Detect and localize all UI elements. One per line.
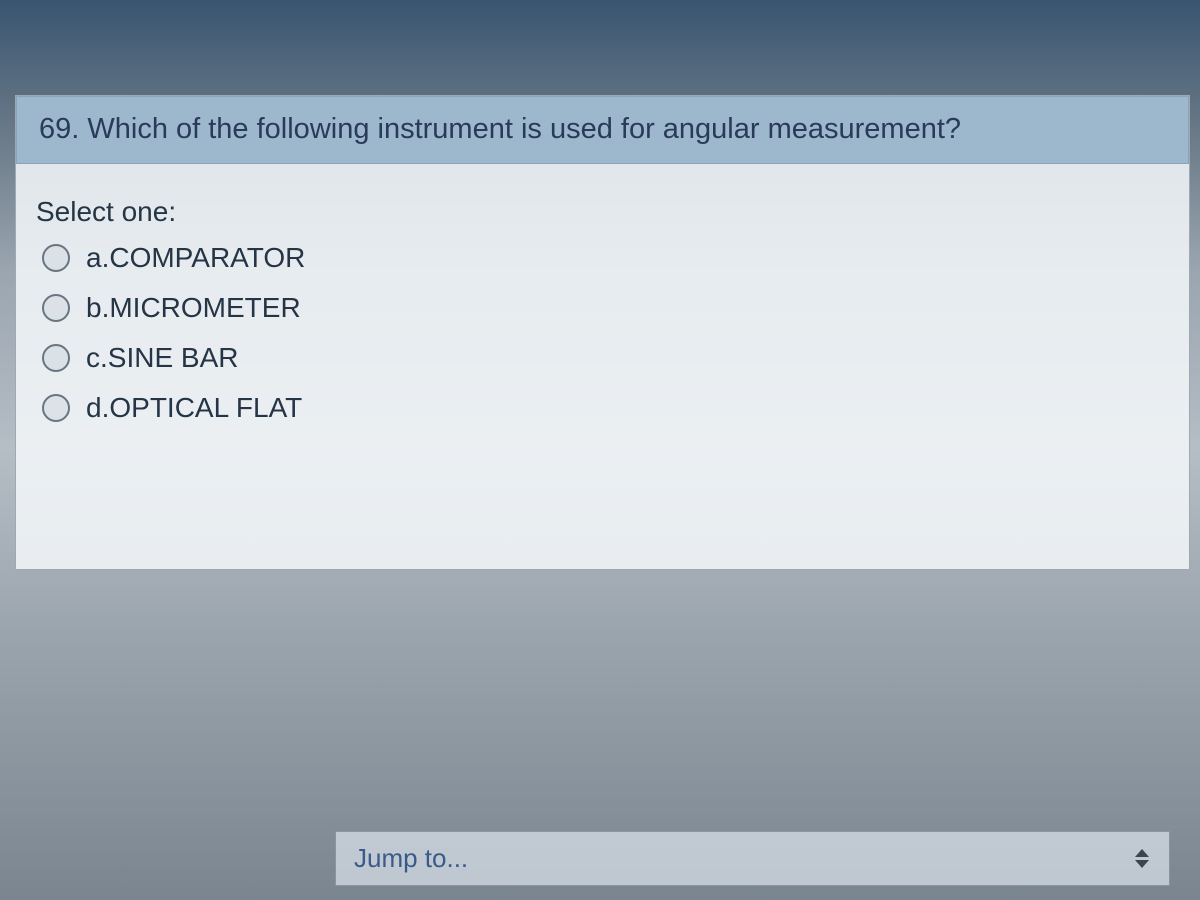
option-label-b[interactable]: b.MICROMETER (86, 292, 301, 324)
radio-option-c[interactable] (42, 344, 70, 372)
option-text-b: MICROMETER (109, 292, 300, 323)
option-label-a[interactable]: a.COMPARATOR (86, 242, 305, 274)
option-text-d: OPTICAL FLAT (109, 392, 302, 423)
chevron-down-icon (1135, 860, 1149, 868)
option-prefix-b: b. (86, 292, 109, 323)
option-label-d[interactable]: d.OPTICAL FLAT (86, 392, 302, 424)
option-row-b: b.MICROMETER (36, 292, 1169, 324)
sort-icon (1133, 848, 1151, 870)
jump-to-dropdown[interactable]: Jump to... (335, 831, 1170, 886)
select-one-label: Select one: (36, 196, 1169, 228)
option-label-c[interactable]: c.SINE BAR (86, 342, 238, 374)
option-prefix-a: a. (86, 242, 109, 273)
jump-to-label: Jump to... (354, 843, 468, 874)
question-text: 69. Which of the following instrument is… (39, 111, 1166, 149)
option-text-c: SINE BAR (108, 342, 239, 373)
option-row-d: d.OPTICAL FLAT (36, 392, 1169, 424)
option-row-c: c.SINE BAR (36, 342, 1169, 374)
radio-option-d[interactable] (42, 394, 70, 422)
option-row-a: a.COMPARATOR (36, 242, 1169, 274)
radio-option-a[interactable] (42, 244, 70, 272)
question-header: 69. Which of the following instrument is… (16, 96, 1189, 164)
question-card: 69. Which of the following instrument is… (15, 95, 1190, 570)
option-text-a: COMPARATOR (109, 242, 305, 273)
radio-option-b[interactable] (42, 294, 70, 322)
answers-section: Select one: a.COMPARATOR b.MICROMETER c.… (16, 164, 1189, 462)
option-prefix-d: d. (86, 392, 109, 423)
option-prefix-c: c. (86, 342, 108, 373)
chevron-up-icon (1135, 849, 1149, 857)
